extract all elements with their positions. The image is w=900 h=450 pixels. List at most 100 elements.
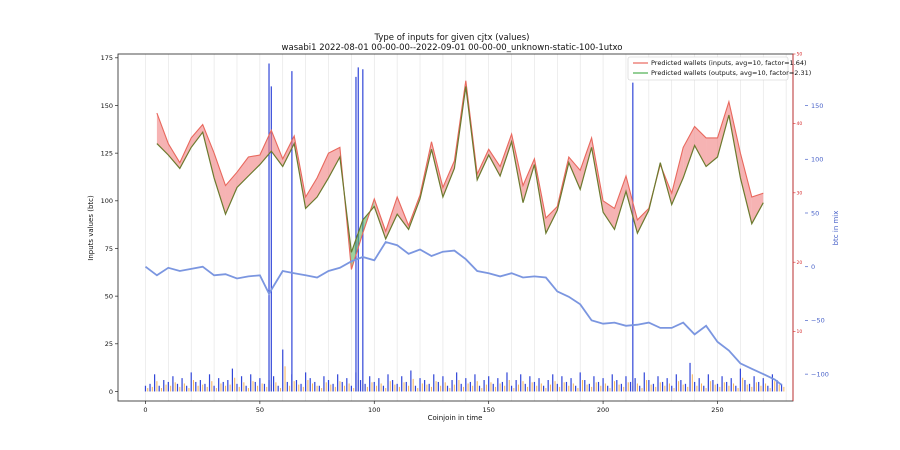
fill-segment-red (179, 137, 192, 169)
bar-secondary (174, 382, 176, 392)
bar (391, 380, 394, 392)
bar (698, 378, 700, 392)
bar (465, 378, 467, 392)
bar (501, 381, 504, 392)
bar (625, 376, 627, 392)
bar (648, 380, 650, 392)
bar (639, 385, 641, 392)
bar-secondary (559, 386, 561, 392)
bar (478, 385, 481, 392)
bar (661, 381, 664, 392)
bar-secondary (627, 382, 629, 392)
bar-secondary (508, 380, 510, 392)
bar (776, 380, 778, 392)
bar-secondary (243, 382, 245, 392)
bar-secondary (664, 385, 666, 392)
fill-segment-red (317, 153, 329, 197)
bar-secondary (778, 384, 780, 392)
bar-secondary (728, 385, 730, 392)
bar (227, 380, 229, 392)
bar-secondary (225, 385, 227, 392)
bar (547, 380, 549, 392)
x-tick-label: 150 (482, 406, 494, 414)
y-ticks: 0 25 50 75 100 125 150 175 (101, 54, 118, 396)
bar-secondary (476, 381, 478, 392)
bar-secondary (668, 383, 670, 392)
bar (611, 374, 613, 392)
bar (318, 385, 320, 392)
bar-secondary (234, 377, 236, 392)
bar (295, 380, 298, 392)
y-tick-label: 25 (105, 340, 113, 348)
bar-secondary (723, 382, 725, 392)
chart-subtitle: wasabi1 2022-08-01 00-00-00--2022-09-01 … (282, 43, 623, 53)
fill-segment-red (614, 176, 626, 230)
bar-secondary (719, 386, 721, 392)
bar (657, 376, 659, 392)
y-right-tick-label: 50 (811, 209, 819, 217)
bar (163, 380, 165, 392)
bar (240, 376, 243, 392)
bar (488, 376, 490, 392)
bar (405, 381, 407, 392)
fill-segment-red (259, 130, 272, 165)
fill-segment-red (236, 156, 249, 188)
bar (716, 383, 719, 392)
bar-secondary (563, 382, 565, 392)
bar-secondary (289, 385, 291, 392)
bar (387, 374, 389, 392)
bar (542, 385, 545, 392)
bar (337, 374, 339, 392)
bar (520, 374, 522, 392)
bar (556, 383, 558, 392)
bar-secondary (755, 382, 757, 392)
bar-secondary (696, 385, 698, 392)
bar-secondary (687, 386, 689, 392)
y-red-tick-label: 10 (797, 329, 803, 335)
bar-secondary (275, 382, 277, 392)
bar (616, 380, 618, 392)
bar-secondary (609, 388, 611, 392)
bar-secondary (742, 377, 744, 392)
bar-secondary (678, 381, 680, 392)
bar (176, 383, 179, 392)
bar-secondary (595, 382, 597, 392)
fill-segment-red (442, 160, 455, 197)
bar-secondary (339, 381, 341, 392)
fill-segment-red (671, 147, 684, 205)
bar (222, 381, 224, 392)
bar-secondary (385, 388, 387, 392)
bar-secondary (783, 386, 785, 392)
bar (172, 376, 174, 392)
bar (680, 380, 682, 392)
bar (451, 380, 453, 392)
bar-secondary (147, 388, 149, 392)
bar-secondary (536, 385, 538, 392)
bar-secondary (421, 383, 423, 392)
bar (643, 372, 645, 392)
bar-secondary (435, 381, 437, 392)
bar-secondary (591, 386, 593, 392)
bar (515, 380, 517, 392)
bar (158, 385, 160, 392)
y-tick-label: 150 (101, 102, 113, 110)
bar (510, 385, 513, 392)
bar (167, 381, 169, 392)
bar (332, 383, 334, 392)
y-right-tick-label: 150 (811, 102, 823, 110)
y-tick-label: 175 (101, 54, 113, 62)
fill-segment-red (248, 155, 260, 177)
bar (721, 376, 723, 392)
bar (254, 381, 256, 392)
bar (396, 383, 398, 392)
bar-secondary (394, 384, 396, 392)
fill-segment-red (706, 137, 718, 167)
bar (593, 376, 595, 392)
bar-secondary (485, 384, 487, 392)
bar-secondary (463, 386, 465, 392)
bar-secondary (220, 383, 222, 392)
bar-secondary (307, 380, 309, 392)
bar (780, 383, 783, 392)
bar (259, 378, 261, 392)
fill-segment-red (168, 143, 180, 169)
